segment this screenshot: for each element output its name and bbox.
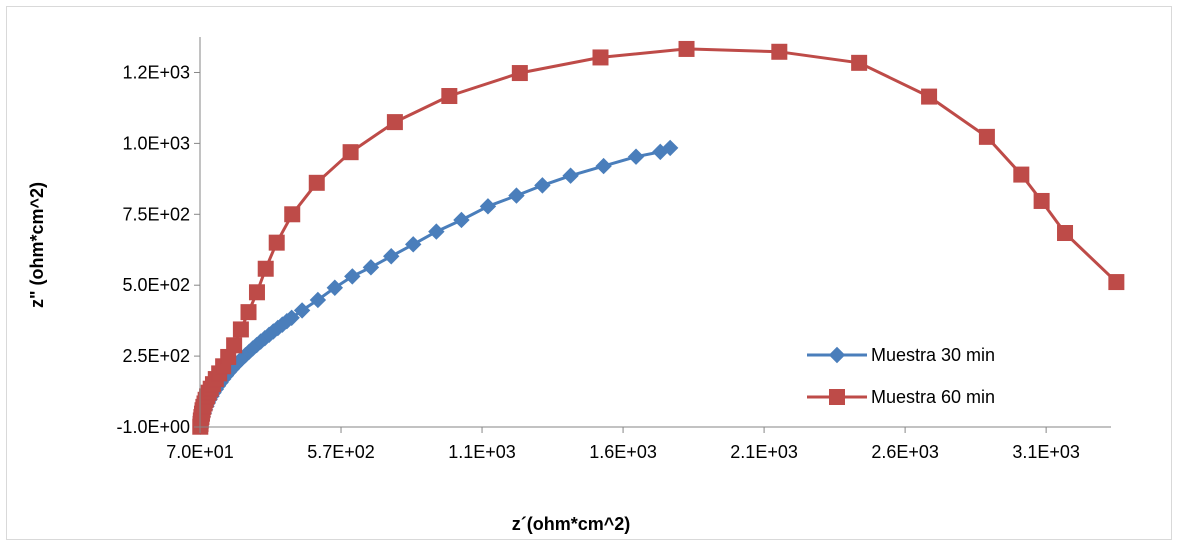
chart-area: 7.0E+01 5.7E+02 1.1E+03 1.6E+03 2.1E+03 2.6E+…: [6, 6, 1172, 540]
data-point-diamond: [627, 148, 645, 165]
data-point-diamond: [562, 167, 579, 184]
x-tick-label: 1.6E+03: [589, 442, 657, 462]
data-point-diamond: [508, 187, 525, 204]
data-point-diamond: [326, 279, 344, 296]
legend-entry: Muestra 60 min: [807, 387, 995, 407]
data-point-square: [978, 128, 995, 145]
series-2: [192, 40, 1125, 435]
y-tick-label: -1.0E+00: [116, 417, 190, 437]
data-point-diamond: [383, 248, 400, 265]
data-point-square: [257, 260, 274, 277]
legend-marker: [828, 346, 846, 364]
plot-area: [192, 40, 1125, 435]
data-point-diamond: [293, 302, 311, 319]
data-point-square: [386, 114, 403, 131]
legend-label: Muestra 60 min: [871, 387, 995, 407]
data-point-square: [1057, 225, 1074, 242]
x-tick-label: 2.1E+03: [730, 442, 798, 462]
data-point-square: [248, 284, 265, 301]
x-axis-title: z´(ohm*cm^2): [512, 514, 631, 534]
data-point-square: [511, 65, 528, 82]
data-point-square: [284, 206, 301, 223]
data-point-square: [851, 54, 868, 71]
legend-entry: Muestra 30 min: [807, 345, 995, 365]
data-point-diamond: [534, 177, 551, 194]
y-tick-label: 5.0E+02: [122, 275, 190, 295]
y-tick-label: 2.5E+02: [122, 346, 190, 366]
data-point-square: [308, 174, 325, 191]
x-tick-label: 7.0E+01: [166, 442, 234, 462]
data-point-square: [1033, 192, 1050, 209]
data-point-diamond: [453, 211, 470, 229]
data-point-diamond: [595, 157, 612, 175]
legend: Muestra 30 min Muestra 60 min: [807, 345, 995, 407]
x-tick-label: 5.7E+02: [307, 442, 375, 462]
data-point-diamond: [661, 139, 679, 157]
x-tick-label: 3.1E+03: [1012, 442, 1080, 462]
series-1: [192, 139, 679, 435]
data-point-diamond: [283, 309, 300, 327]
series-line: [198, 47, 1118, 427]
data-point-diamond: [405, 236, 422, 253]
axes: 7.0E+01 5.7E+02 1.1E+03 1.6E+03 2.1E+03 2.6E+…: [116, 37, 1111, 462]
data-point-square: [441, 88, 458, 105]
y-axis-title: z" (ohm*cm^2): [27, 182, 47, 308]
data-point-square: [592, 49, 609, 66]
data-point-square: [268, 234, 285, 251]
impedance-chart: 7.0E+01 5.7E+02 1.1E+03 1.6E+03 2.1E+03 2.6E+…: [27, 37, 1125, 534]
y-tick-label: 7.5E+02: [122, 204, 190, 224]
data-point-square: [1108, 274, 1125, 291]
data-point-square: [771, 43, 788, 60]
x-tick-label: 1.1E+03: [448, 442, 516, 462]
data-point-diamond: [428, 223, 445, 240]
data-point-square: [342, 144, 359, 161]
series-line: [199, 146, 671, 427]
data-point-diamond: [362, 259, 380, 276]
y-tick-label: 1.0E+03: [122, 133, 190, 153]
data-point-diamond: [344, 268, 361, 285]
data-point-square: [240, 304, 257, 321]
data-point-diamond: [479, 198, 497, 215]
legend-marker: [829, 389, 845, 405]
data-point-square: [232, 321, 249, 338]
data-point-square: [1013, 166, 1030, 183]
data-point-square: [921, 88, 938, 105]
data-point-square: [226, 337, 243, 354]
data-point-diamond: [309, 291, 327, 309]
data-point-square: [678, 40, 695, 57]
legend-label: Muestra 30 min: [871, 345, 995, 365]
y-tick-label: 1.2E+03: [122, 62, 190, 82]
x-tick-label: 2.6E+03: [871, 442, 939, 462]
